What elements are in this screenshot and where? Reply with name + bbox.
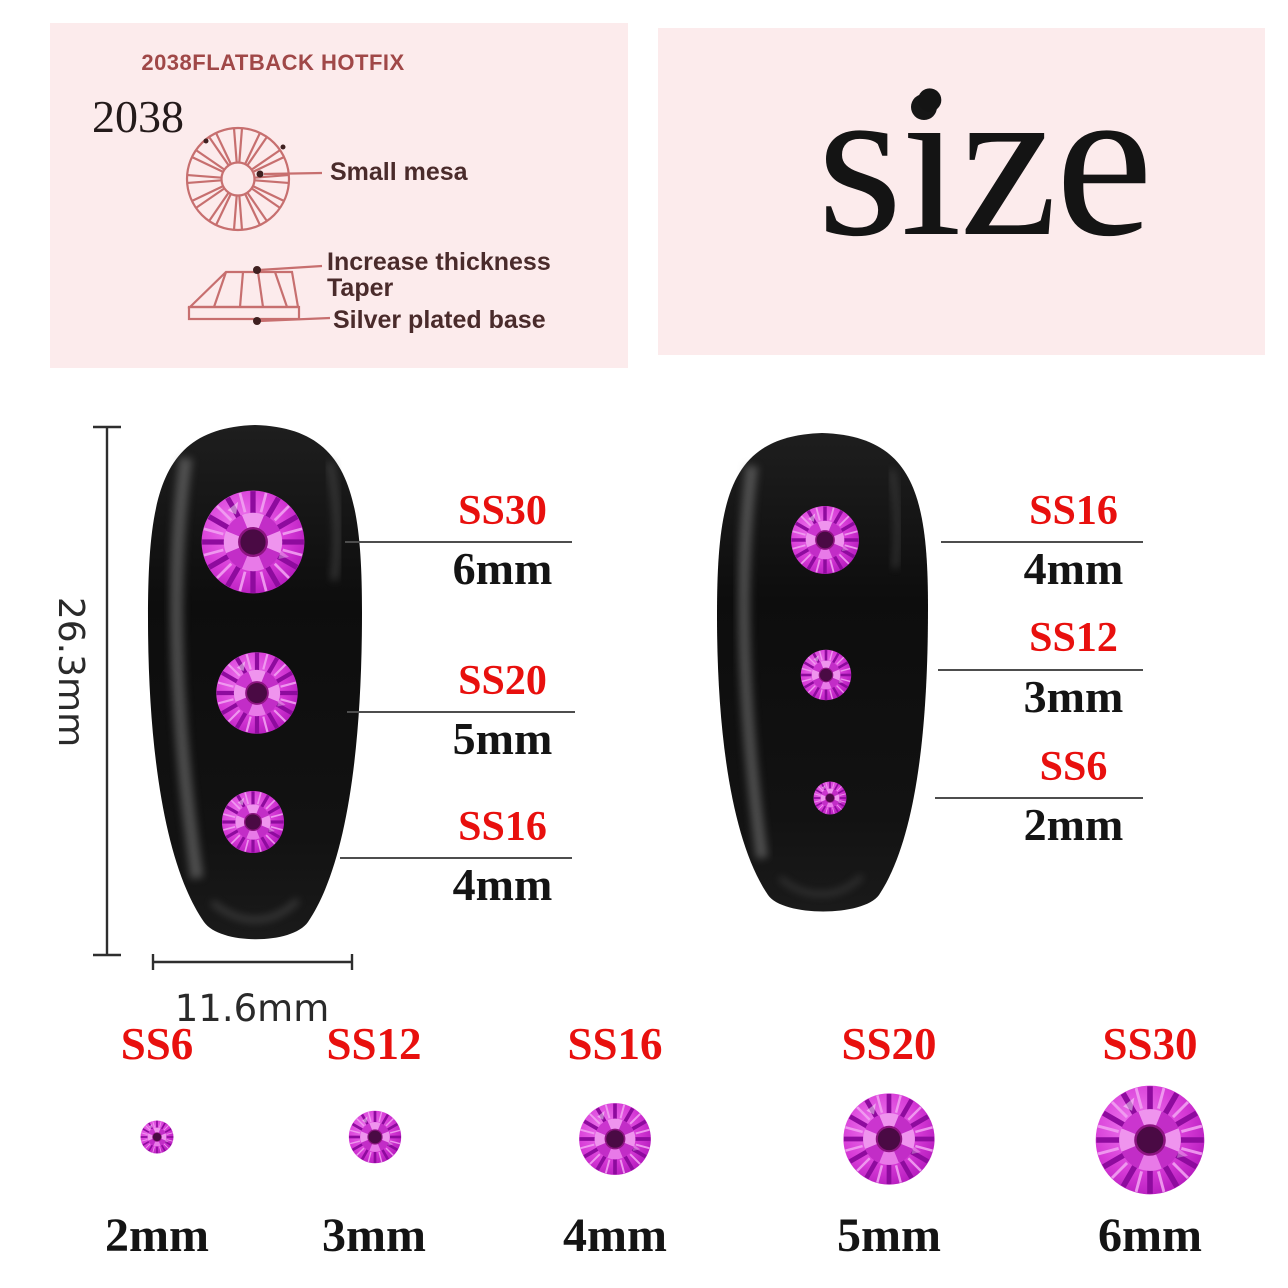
callout-code-ss12-right: SS12 <box>1029 615 1118 661</box>
chart-code-ss16: SS16 <box>567 1019 663 1069</box>
callout-size-2mm-right: 2mm <box>1023 799 1124 850</box>
callout-size-3mm-right: 3mm <box>1023 671 1124 722</box>
right-nail <box>717 433 928 912</box>
callout-size-5mm: 5mm <box>452 713 553 764</box>
silver-plated-base-label: Silver plated base <box>333 306 546 334</box>
callout-code-ss30: SS30 <box>458 488 547 534</box>
callout-code-ss16-right: SS16 <box>1029 488 1118 534</box>
callout-size-4mm-right: 4mm <box>1023 543 1124 594</box>
increase-thickness-label: Increase thickness <box>327 248 551 276</box>
size-panel <box>658 28 1265 355</box>
gem-ss6-on-nail-right <box>813 781 847 815</box>
callout-code-ss6-right: SS6 <box>1039 744 1108 790</box>
chart-size-6mm: 6mm <box>1098 1209 1202 1262</box>
callout-size-6mm: 6mm <box>452 543 553 594</box>
model-number-label: 2038 <box>92 91 184 142</box>
diagram-anchor-dots <box>203 138 286 325</box>
chart-size-4mm: 4mm <box>563 1209 667 1262</box>
chart-code-ss20: SS20 <box>841 1019 937 1069</box>
diagram-panel <box>50 23 628 368</box>
chart-code-ss30: SS30 <box>1102 1019 1198 1069</box>
chart-size-5mm: 5mm <box>837 1209 941 1262</box>
left-nail <box>148 425 362 940</box>
size-chart-gems <box>140 1086 1205 1195</box>
gem-ss16-chart <box>578 1102 652 1176</box>
rhinestone-side-view-diagram <box>187 270 301 321</box>
rhinestone-top-view-diagram <box>185 126 291 232</box>
callout-code-ss16: SS16 <box>458 804 547 850</box>
diagram-leader-lines <box>258 171 331 323</box>
gem-ss12-chart <box>348 1110 402 1164</box>
small-mesa-label: Small mesa <box>330 158 468 186</box>
gem-ss12-on-nail-right <box>800 649 852 701</box>
gem-ss6-chart <box>140 1120 174 1154</box>
chart-code-ss6: SS6 <box>120 1019 194 1069</box>
callout-size-4mm: 4mm <box>452 859 553 910</box>
callout-lines <box>340 541 1143 859</box>
nail-dimension-lines <box>93 425 354 970</box>
chart-size-2mm: 2mm <box>105 1209 209 1262</box>
chart-code-ss12: SS12 <box>326 1019 422 1069</box>
chart-size-3mm: 3mm <box>322 1209 426 1262</box>
gem-ss16-on-nail <box>221 790 285 854</box>
nail-height-label: 26.3mm <box>50 596 91 748</box>
gem-ss20-chart <box>843 1093 934 1184</box>
gem-ss20-on-nail <box>216 652 297 733</box>
taper-label: Taper <box>327 274 394 302</box>
nail-width-label: 11.6mm <box>174 987 330 1030</box>
gem-ss30-on-nail <box>202 491 305 594</box>
size-panel-title: size <box>816 38 1153 282</box>
callout-code-ss20: SS20 <box>458 658 547 704</box>
size-title-dot <box>911 94 937 120</box>
diagram-panel-title: 2038FLATBACK HOTFIX <box>141 50 405 75</box>
gem-ss16-on-nail-right <box>790 505 860 575</box>
gem-ss30-chart <box>1096 1086 1205 1195</box>
